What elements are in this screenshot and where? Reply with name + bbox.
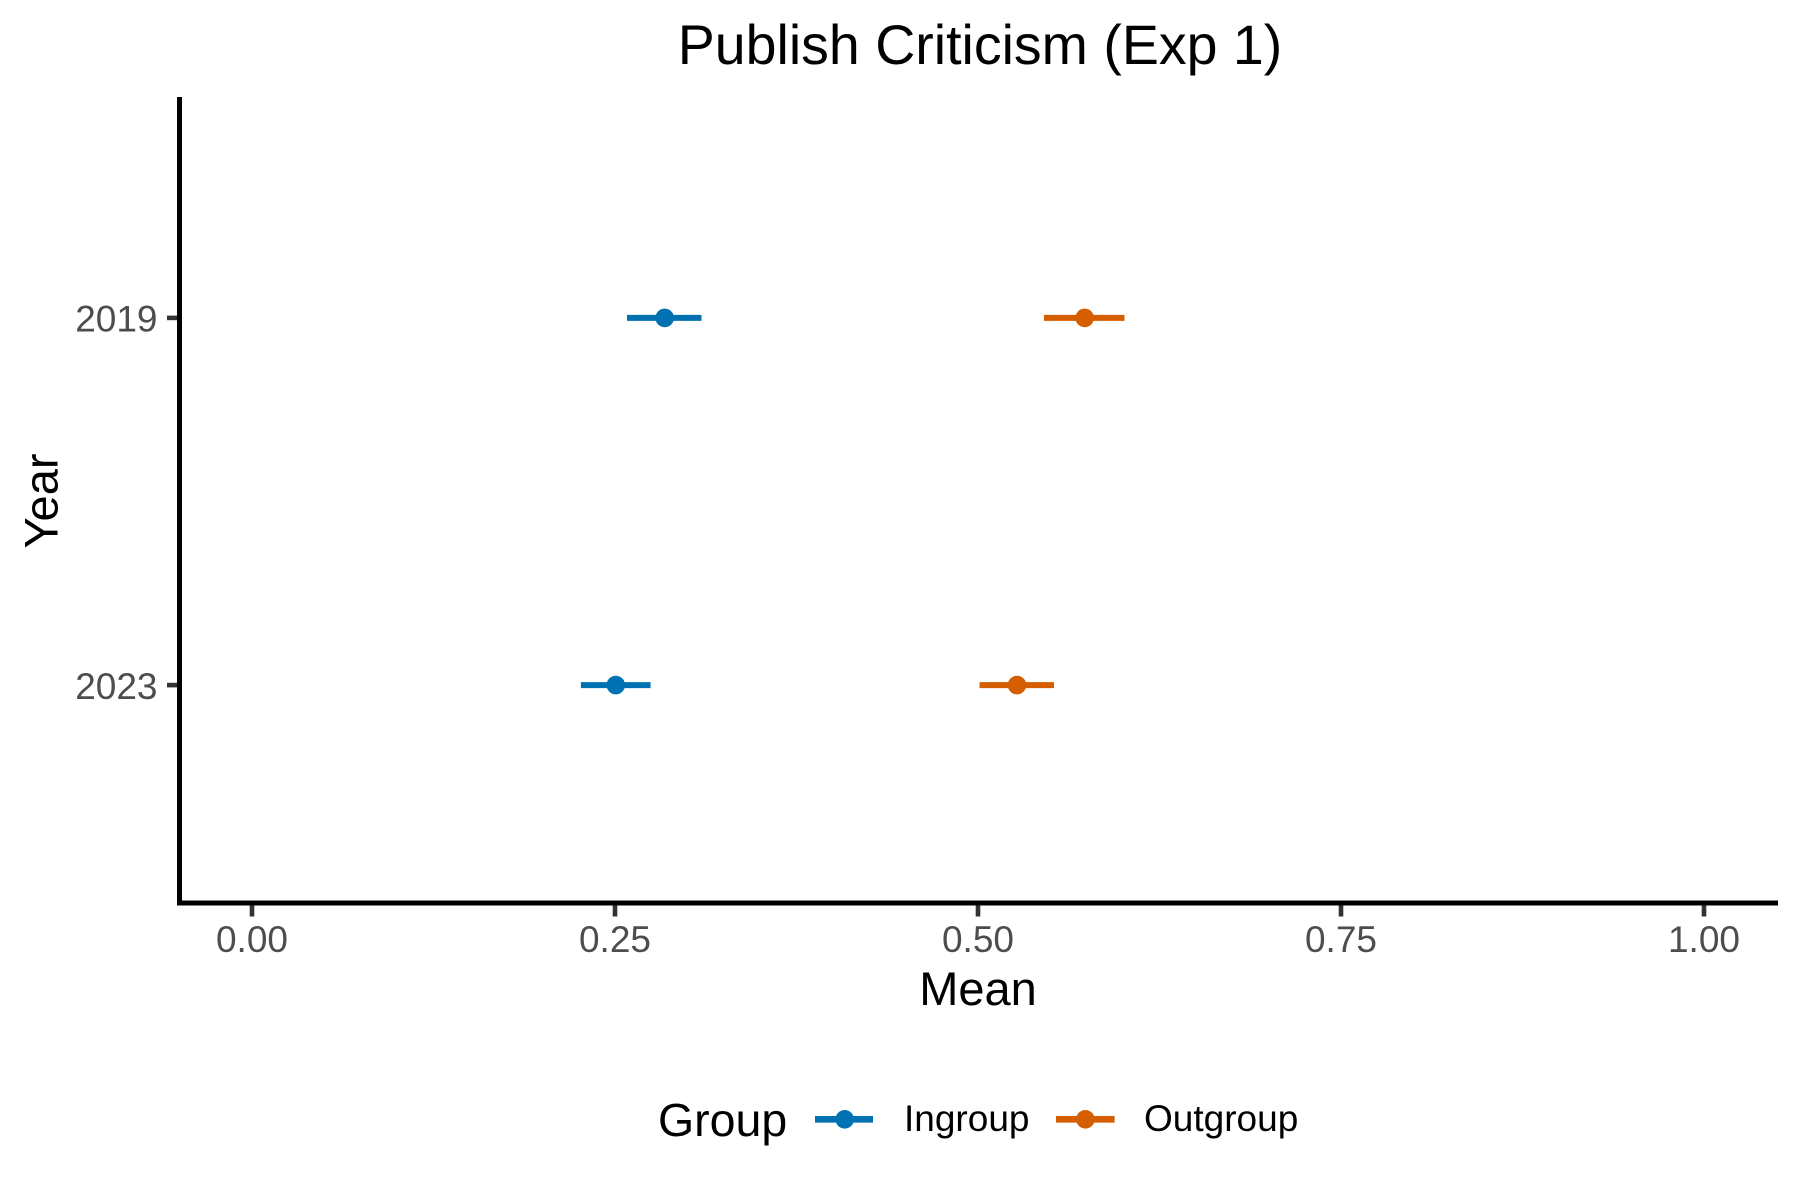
svg-text:0.25: 0.25 xyxy=(579,919,651,960)
svg-text:Mean: Mean xyxy=(919,962,1037,1015)
svg-text:2019: 2019 xyxy=(75,299,157,340)
svg-text:Ingroup: Ingroup xyxy=(904,1098,1030,1139)
svg-text:2023: 2023 xyxy=(75,666,157,707)
svg-text:0.75: 0.75 xyxy=(1305,919,1377,960)
svg-text:Publish Criticism (Exp 1): Publish Criticism (Exp 1) xyxy=(678,14,1282,76)
svg-text:0.50: 0.50 xyxy=(942,919,1014,960)
svg-text:Group: Group xyxy=(658,1094,787,1146)
svg-text:Year: Year xyxy=(15,454,68,549)
svg-text:0.00: 0.00 xyxy=(216,919,288,960)
svg-text:Outgroup: Outgroup xyxy=(1144,1098,1298,1139)
svg-text:1.00: 1.00 xyxy=(1668,919,1740,960)
